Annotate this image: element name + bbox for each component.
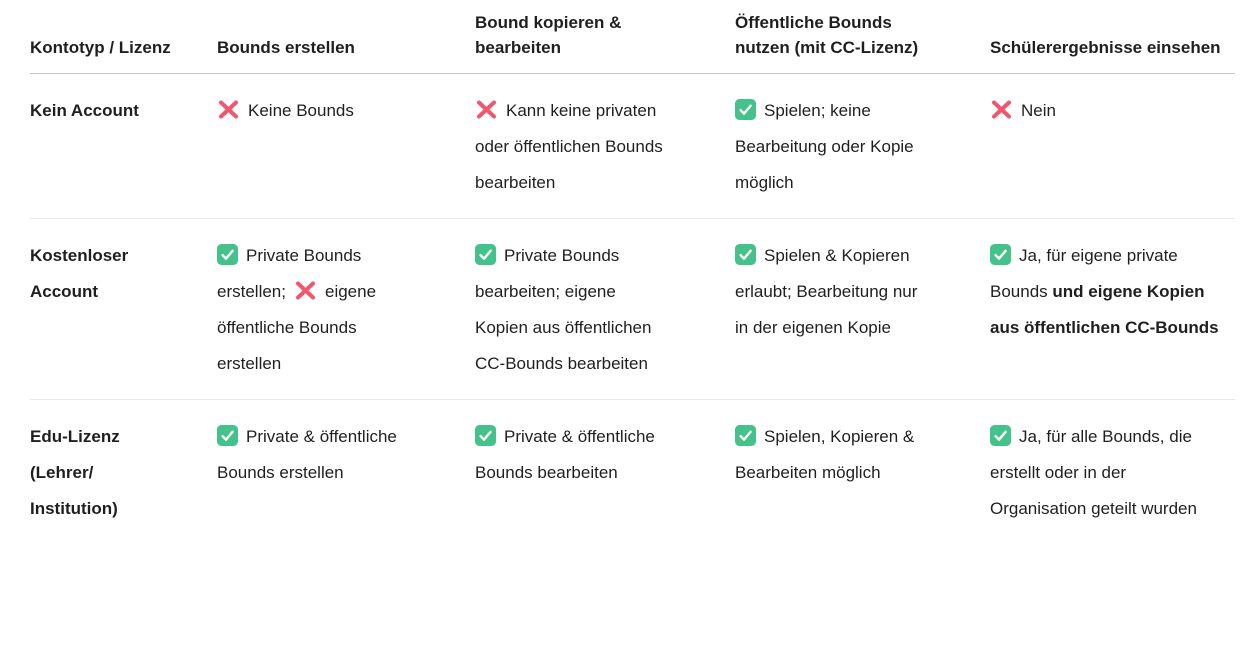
cell-text: Private & öffentliche Bounds bearbeiten: [475, 427, 655, 482]
permissions-table: Kontotyp / Lizenz Bounds erstellen Bound…: [30, 6, 1235, 544]
table-cell: Private Bounds bearbeiten; eigene Kopien…: [475, 218, 735, 400]
table-body: Kein Account Keine Bounds Kann keine priva…: [30, 73, 1235, 545]
cross-icon: [990, 99, 1013, 120]
table-cell: Private & öffentliche Bounds erstellen: [217, 400, 475, 545]
cell-text: Kann keine privaten oder öffentlichen Bo…: [475, 101, 663, 192]
cross-icon: [475, 99, 498, 120]
table-cell: Spielen, Kopieren & Bearbeiten möglich: [735, 400, 990, 545]
cell-text: und eigene Kopien aus öffentlichen CC-Bo…: [990, 282, 1219, 337]
column-header-bound-kopieren-bearbeiten: Bound kopieren & bearbeiten: [475, 6, 735, 74]
table-cell: Keine Bounds: [217, 73, 475, 219]
cell-text: Ja, für eigene private Bounds: [990, 246, 1178, 301]
table-cell: Spielen; keine Bearbeitung oder Kopie mö…: [735, 73, 990, 219]
check-icon: [217, 244, 238, 265]
permissions-page: Kontotyp / Lizenz Bounds erstellen Bound…: [30, 6, 1235, 544]
table-row: Edu-Lizenz (Lehrer/ Institution) Private …: [30, 400, 1235, 545]
row-label: Kein Account: [30, 73, 217, 219]
cell-text: Keine Bounds: [248, 101, 354, 120]
column-header-bounds-erstellen: Bounds erstellen: [217, 6, 475, 74]
cell-text: Nein: [1021, 101, 1056, 120]
cell-text: Spielen; keine Bearbeitung oder Kopie mö…: [735, 101, 914, 192]
check-icon: [735, 244, 756, 265]
table-row: Kostenloser Account Private Bounds erstel…: [30, 218, 1235, 400]
table-cell: Ja, für alle Bounds, die erstellt oder i…: [990, 400, 1235, 545]
check-icon: [475, 425, 496, 446]
cell-text: eigene öffentliche Bounds erstellen: [217, 282, 377, 373]
column-header-schuelerergebnisse-einsehen: Schülerergebnisse einsehen: [990, 6, 1235, 74]
cell-text: Spielen, Kopieren & Bearbeiten möglich: [735, 427, 915, 482]
check-icon: [217, 425, 238, 446]
header-row: Kontotyp / Lizenz Bounds erstellen Bound…: [30, 6, 1235, 74]
column-header-kontotyp-lizenz: Kontotyp / Lizenz: [30, 6, 217, 74]
table-cell: Ja, für eigene private Bounds und eigene…: [990, 218, 1235, 400]
table-cell: Kann keine privaten oder öffentlichen Bo…: [475, 73, 735, 219]
table-cell: Private & öffentliche Bounds bearbeiten: [475, 400, 735, 545]
table-cell: Private Bounds erstellen; eigene öffentli…: [217, 218, 475, 400]
table-cell: Nein: [990, 73, 1235, 219]
row-label: Kostenloser Account: [30, 218, 217, 400]
cell-text: Private Bounds erstellen;: [217, 246, 362, 301]
check-icon: [735, 425, 756, 446]
column-header-oeffentliche-bounds-nutzen: Öffentliche Bounds nutzen (mit CC-Lizenz…: [735, 6, 990, 74]
check-icon: [990, 244, 1011, 265]
row-label: Edu-Lizenz (Lehrer/ Institution): [30, 427, 120, 518]
check-icon: [990, 425, 1011, 446]
cell-text: Private & öffentliche Bounds erstellen: [217, 427, 397, 482]
cross-icon: [294, 280, 317, 301]
cell-text: Private Bounds bearbeiten; eigene Kopien…: [475, 246, 652, 373]
cell-text: Spielen & Kopieren erlaubt; Bearbeitung …: [735, 246, 918, 337]
table-row: Kein Account Keine Bounds Kann keine priva…: [30, 73, 1235, 219]
cross-icon: [217, 99, 240, 120]
table-cell: Spielen & Kopieren erlaubt; Bearbeitung …: [735, 218, 990, 400]
check-icon: [735, 99, 756, 120]
cell-text: Ja, für alle Bounds, die erstellt oder i…: [990, 427, 1197, 518]
check-icon: [475, 244, 496, 265]
